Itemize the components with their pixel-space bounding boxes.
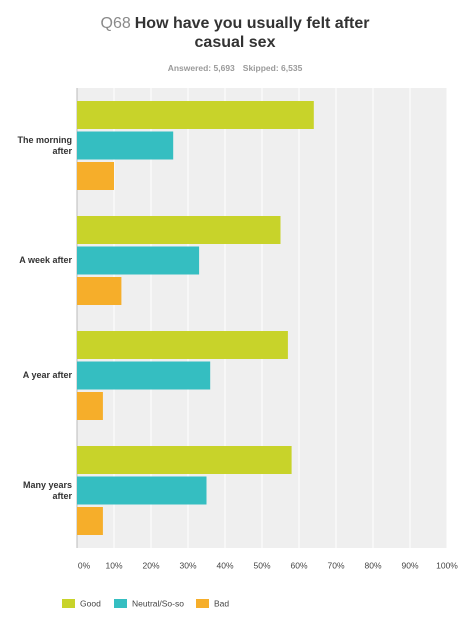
answered: Answered: 5,693 <box>167 63 235 73</box>
bar <box>77 331 288 359</box>
legend-label: Good <box>80 598 101 608</box>
x-tick-label: 80% <box>364 560 381 570</box>
bar <box>77 476 207 505</box>
x-tick-label: 30% <box>179 560 196 570</box>
question-number: Q68 <box>100 15 131 32</box>
bar <box>77 446 292 474</box>
bar <box>77 246 200 275</box>
bar <box>77 392 103 420</box>
chart-title: How have you usually felt after casual s… <box>134 15 370 51</box>
bar <box>77 101 314 129</box>
bar <box>77 361 211 390</box>
x-tick-label: 100% <box>436 560 458 570</box>
x-tick-label: 70% <box>327 560 344 570</box>
legend-label: Bad <box>214 598 229 608</box>
bar <box>77 277 122 305</box>
x-tick-label: 20% <box>142 560 159 570</box>
skipped: Skipped: 6,535 <box>242 63 303 73</box>
category-label: The morning after <box>17 134 73 156</box>
x-tick-label: 50% <box>253 560 270 570</box>
x-tick-label: 40% <box>216 560 233 570</box>
x-tick-label: 0% <box>78 560 91 570</box>
chart-title-block: Q68 How have you usually felt after casua… <box>85 14 385 52</box>
response-stats: Answered: 5,693 Skipped: 6,535 <box>0 63 470 73</box>
category-label: A year after <box>22 370 72 380</box>
x-tick-label: 90% <box>401 560 418 570</box>
legend-swatch <box>196 599 209 608</box>
category-label: Many years after <box>22 479 72 501</box>
category-label: A week after <box>19 255 72 265</box>
bar <box>77 131 174 160</box>
bar <box>77 216 281 244</box>
x-tick-label: 10% <box>105 560 122 570</box>
legend-swatch <box>114 599 127 608</box>
x-tick-label: 60% <box>290 560 307 570</box>
bar <box>77 162 114 190</box>
legend-swatch <box>62 599 75 608</box>
legend-label: Neutral/So-so <box>132 598 184 608</box>
bar <box>77 507 103 535</box>
